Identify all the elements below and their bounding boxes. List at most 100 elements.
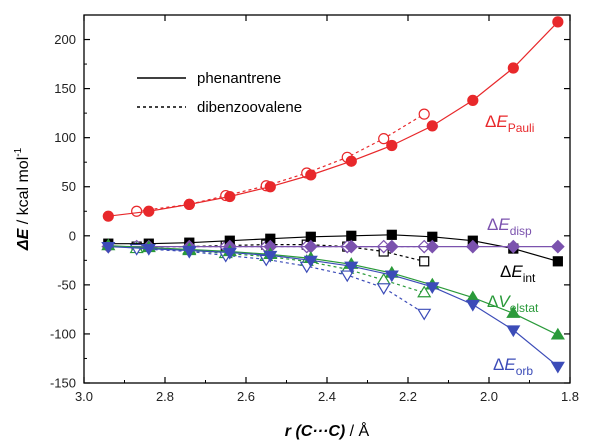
series-label-int: ΔEint — [500, 262, 536, 285]
x-tick-label: 2.8 — [156, 389, 174, 404]
series-label-disp: ΔEdisp — [487, 215, 532, 238]
y-axis-var: ΔE — [15, 227, 32, 251]
data-point — [344, 239, 359, 254]
series-line — [108, 245, 559, 336]
data-point — [264, 181, 276, 193]
data-point — [425, 282, 440, 294]
y-tick-label: 200 — [54, 32, 76, 47]
data-point — [506, 239, 521, 254]
series-label-sub: int — [523, 271, 536, 285]
y-tick-label: 0 — [69, 228, 76, 243]
series-line — [136, 244, 425, 262]
data-point — [418, 108, 430, 120]
data-point — [378, 133, 390, 145]
data-point — [263, 250, 278, 263]
data-point — [101, 241, 116, 254]
data-point — [417, 285, 432, 298]
series-label-main: Δ — [500, 262, 511, 281]
series-label-main: Δ — [487, 292, 498, 311]
series-label-sub: disp — [510, 224, 532, 238]
data-point — [182, 245, 197, 258]
data-point — [183, 198, 195, 210]
data-point — [550, 327, 565, 340]
plot-frame — [83, 14, 571, 384]
data-point — [303, 255, 318, 268]
data-point — [506, 306, 521, 318]
x-tick-label: 1.8 — [561, 389, 579, 404]
series-label-main: Δ — [487, 215, 498, 234]
data-point — [465, 299, 480, 312]
data-point — [224, 190, 236, 203]
series-elstat-phenantrene — [101, 238, 565, 340]
data-point — [465, 239, 480, 254]
data-point — [340, 270, 355, 283]
x-tick-label: 2.4 — [318, 389, 336, 404]
series-label-sub: orb — [516, 364, 534, 378]
y-tick-label: -100 — [50, 326, 76, 341]
series-label-sub: elstat — [510, 301, 539, 315]
data-point — [345, 155, 357, 167]
y-tick-label: 100 — [54, 130, 76, 145]
legend-label: phenantrene — [197, 70, 281, 87]
y-tick-label: 50 — [62, 179, 76, 194]
x-tick-label: 2.2 — [399, 389, 417, 404]
data-point — [467, 94, 479, 106]
series-line — [108, 21, 559, 217]
series-int-phenantrene — [103, 229, 563, 267]
data-point — [417, 308, 432, 321]
x-tick-label: 2.6 — [237, 389, 255, 404]
series-label-elstat: ΔVelstat — [487, 292, 539, 315]
data-point — [386, 139, 398, 152]
data-point — [506, 325, 521, 338]
data-point — [426, 120, 438, 132]
series-line — [136, 113, 425, 212]
data-point — [305, 169, 317, 181]
legend: phenantrene dibenzoovalene — [137, 70, 302, 116]
series-label-var: E — [511, 262, 523, 281]
y-axis-title: ΔE / kcal mol-1 — [13, 147, 32, 251]
series-label-orb: ΔEorb — [493, 355, 533, 378]
data-point — [507, 62, 519, 74]
data-point — [552, 16, 564, 28]
data-point — [384, 270, 399, 283]
data-point — [386, 229, 397, 240]
series-label-sub: Pauli — [508, 121, 535, 135]
data-point — [376, 283, 391, 295]
data-point — [131, 205, 143, 217]
data-point — [143, 205, 155, 217]
legend-label: dibenzoovalene — [197, 99, 302, 116]
data-point — [552, 256, 563, 267]
x-axis-var: r — [285, 423, 296, 440]
y-tick-label: 150 — [54, 81, 76, 96]
series-label-var: E — [496, 112, 508, 131]
data-point — [346, 230, 357, 241]
series-orb-phenantrene — [101, 241, 565, 374]
series-label-var: V — [498, 292, 511, 311]
series-line — [108, 234, 558, 262]
data-point — [141, 243, 156, 256]
y-axis-exp: -1 — [13, 147, 24, 156]
data-point — [384, 239, 399, 254]
x-axis-paren: (C···C) — [295, 423, 345, 440]
data-point — [102, 210, 114, 222]
data-point — [550, 361, 565, 374]
series-label-var: E — [504, 355, 516, 374]
y-tick-label: -50 — [57, 277, 76, 292]
data-point — [425, 239, 440, 254]
y-tick-label: -150 — [50, 376, 76, 391]
x-tick-label: 2.0 — [480, 389, 498, 404]
data-point — [551, 239, 565, 254]
data-point — [222, 247, 237, 260]
x-tick-label: 3.0 — [75, 389, 93, 404]
data-point — [344, 261, 359, 274]
series-label-main: Δ — [485, 112, 496, 131]
series-label-var: E — [498, 215, 510, 234]
y-axis-unit: / kcal mol — [15, 157, 32, 229]
series-line — [136, 248, 425, 294]
data-point — [419, 256, 430, 267]
series-label-pauli: ΔEPauli — [485, 112, 534, 135]
x-axis-unit: / Å — [345, 421, 369, 440]
series-line — [136, 248, 425, 314]
